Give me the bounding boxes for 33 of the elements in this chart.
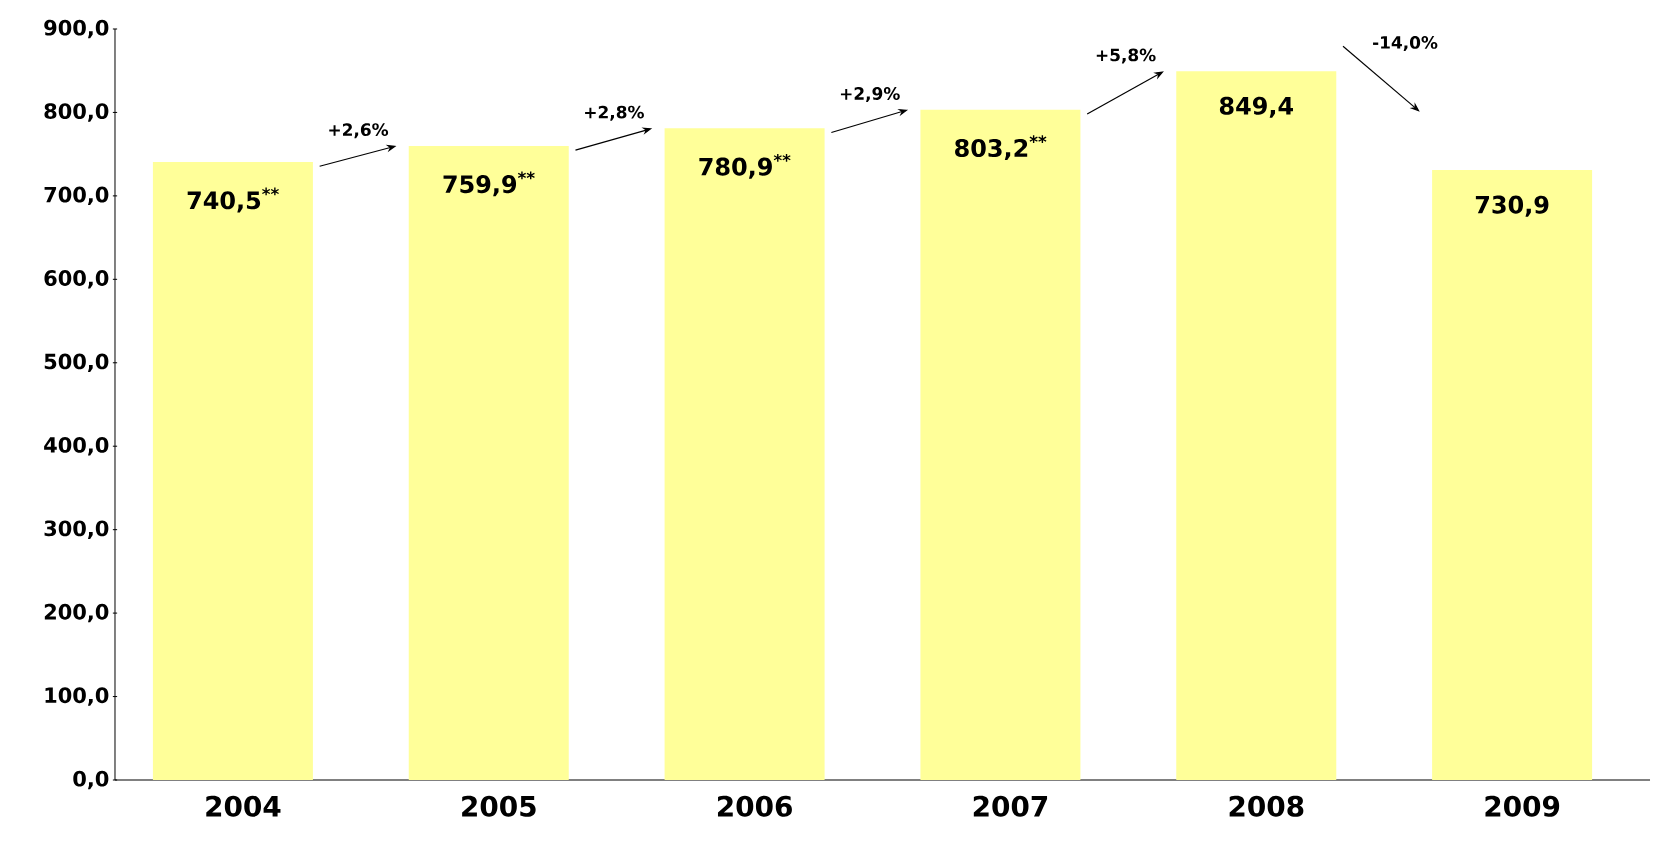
x-tick-label: 2007 <box>973 795 1048 817</box>
y-tick-label: 100,0 <box>45 687 109 706</box>
bar <box>152 162 313 780</box>
x-tick-label: 2008 <box>1229 795 1304 817</box>
data-label: 759,9$^{**}$ <box>443 171 535 197</box>
data-label: 740,5$^{**}$ <box>187 187 279 213</box>
data-label: 849,4 <box>1219 96 1293 118</box>
x-tick-label: 2004 <box>206 795 281 817</box>
bar <box>1176 71 1337 780</box>
y-tick-label: 400,0 <box>44 436 109 456</box>
bar <box>920 109 1081 780</box>
data-label: 803,2$^{**}$ <box>955 135 1047 161</box>
annotation: +2,6% <box>329 123 389 139</box>
bar <box>1432 170 1593 780</box>
y-tick-label: 0,0 <box>73 770 109 790</box>
y-tick-label: 600,0 <box>44 270 109 289</box>
bar <box>408 145 569 780</box>
x-tick-label: 2006 <box>717 795 792 817</box>
annotation: -14,0% <box>1373 36 1438 51</box>
data-label: 780,9$^{**}$ <box>699 153 791 179</box>
y-tick-label: 800,0 <box>44 103 109 122</box>
x-tick-label: 2009 <box>1485 795 1560 817</box>
y-tick-label: 200,0 <box>44 603 109 623</box>
x-tick-label: 2005 <box>462 795 536 817</box>
data-label: 730,9 <box>1475 195 1549 217</box>
annotation: +2,9% <box>840 87 900 103</box>
annotation: +5,8% <box>1096 48 1156 64</box>
y-tick-label: 300,0 <box>44 520 109 539</box>
y-tick-label: 500,0 <box>44 353 109 373</box>
annotation: +2,8% <box>585 105 644 121</box>
y-tick-label: 900,0 <box>44 19 109 39</box>
bar <box>664 128 825 780</box>
y-tick-label: 700,0 <box>44 186 109 206</box>
